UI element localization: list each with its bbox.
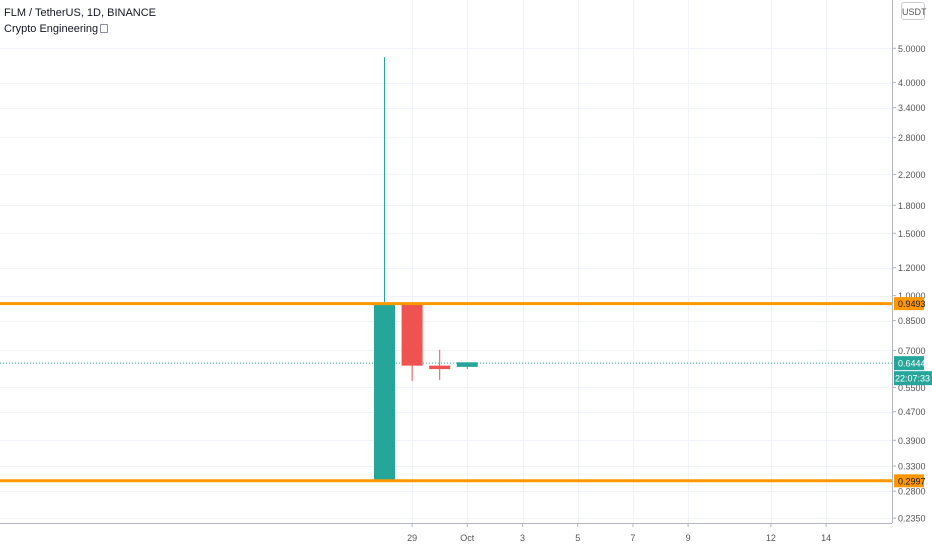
x-tick-label: 3 xyxy=(520,533,525,543)
visibility-icon[interactable] xyxy=(100,24,109,33)
last-price-tag xyxy=(894,356,924,371)
symbol-title: FLM / TetherUS, 1D, BINANCE xyxy=(4,7,157,19)
x-tick-label: 14 xyxy=(821,533,831,543)
candle-body[interactable] xyxy=(401,303,423,366)
level-price-tag xyxy=(894,474,924,488)
indicator-legend[interactable]: Crypto Engineering xyxy=(4,23,109,35)
x-tick-label: 9 xyxy=(686,533,691,543)
y-tick-label: 5.0000 xyxy=(898,44,926,54)
x-tick-label: 7 xyxy=(630,533,635,543)
y-tick-label: 1.0000 xyxy=(898,291,926,301)
x-tick-label: Oct xyxy=(460,533,475,543)
candle-body[interactable] xyxy=(429,365,451,370)
y-tick-label: 0.2350 xyxy=(898,514,926,524)
y-tick-label: 3.4000 xyxy=(898,103,926,113)
level-price-label: 0.9493 xyxy=(898,299,926,309)
y-tick-label: 0.8500 xyxy=(898,316,926,326)
y-tick-label: 2.8000 xyxy=(898,133,926,143)
level-price-label: 0.2997 xyxy=(898,476,926,486)
y-tick-label: 0.3300 xyxy=(898,461,926,471)
candle-body[interactable] xyxy=(374,303,395,481)
x-tick-label: 5 xyxy=(575,533,580,543)
y-tick-label: 0.2800 xyxy=(898,487,926,497)
y-tick-label: 0.7000 xyxy=(898,346,926,356)
indicator-name: Crypto Engineering xyxy=(4,23,99,35)
x-tick-label: 29 xyxy=(407,533,417,543)
currency-badge[interactable]: USDT xyxy=(901,2,927,20)
candle-body[interactable] xyxy=(456,362,478,367)
last-price-label: 0.6444 xyxy=(898,359,926,369)
y-tick-label: 1.8000 xyxy=(898,201,926,211)
y-tick-label: 1.2000 xyxy=(898,263,926,273)
y-tick-label: 4.0000 xyxy=(898,78,926,88)
y-tick-label: 0.5500 xyxy=(898,383,926,393)
y-tick-label: 1.5000 xyxy=(898,229,926,239)
x-tick-label: 12 xyxy=(766,533,776,543)
countdown-label: 22:07:33 xyxy=(895,374,930,384)
y-tick-label: 0.4700 xyxy=(898,407,926,417)
countdown-tag xyxy=(894,371,932,386)
y-tick-label: 0.3900 xyxy=(898,436,926,446)
level-price-tag xyxy=(894,297,924,311)
y-tick-label: 2.2000 xyxy=(898,170,926,180)
